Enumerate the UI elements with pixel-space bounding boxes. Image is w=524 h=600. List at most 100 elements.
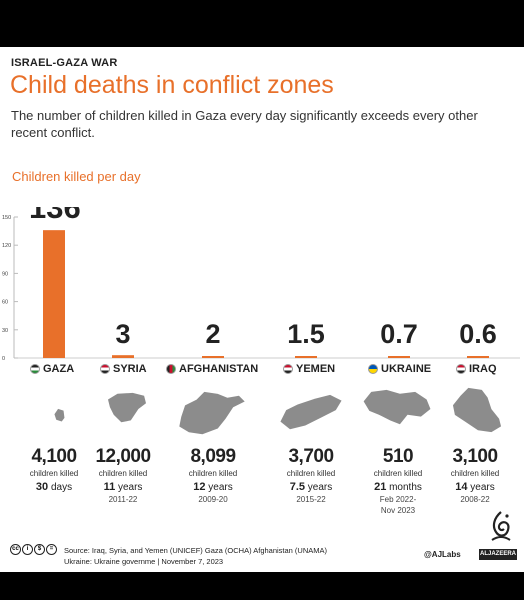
iraq-map-shape-path (452, 387, 502, 433)
chart-title: Children killed per day (12, 169, 141, 184)
country-name: YEMEN (296, 363, 336, 375)
syria-flag-icon (100, 364, 110, 374)
conflict-years: 2009-20 (198, 495, 228, 504)
creative-commons-icon: cc i $ = (10, 544, 57, 555)
conflict-duration: 14 years (430, 481, 520, 494)
country-stat-ukraine: 510 children killed 21 months Feb 2022- Nov … (353, 446, 443, 516)
bar-chart: 0 30 60 90 120 150 136 3 2 1.5 0.7 0.6 (2, 207, 520, 362)
country-name: AFGHANISTAN (179, 363, 259, 375)
country-label-iraq: IRAQ (456, 363, 497, 375)
bar-syria (112, 355, 134, 358)
country-label-afghanistan: AFGHANISTAN (166, 363, 258, 375)
duration-unit: months (386, 482, 422, 493)
bar-iraq (467, 356, 489, 358)
country-label-yemen: YEMEN (283, 363, 335, 375)
yemen-flag-icon (283, 364, 293, 374)
children-killed-label: children killed (450, 469, 500, 478)
conflict-duration: 21 months (353, 481, 443, 494)
ukraine-map-shape-path (363, 389, 431, 425)
duration-number: 12 (193, 481, 206, 493)
country-name: IRAQ (469, 363, 497, 375)
duration-number: 21 (374, 481, 387, 493)
ukraine-flag-icon (368, 364, 378, 374)
gaza-map-shape (54, 408, 65, 422)
syria-map-shape (108, 392, 146, 423)
duration-number: 11 (103, 481, 116, 493)
country-stat-iraq: 3,100 children killed 14 years 2008-22 (430, 446, 520, 505)
duration-unit: years (305, 482, 333, 493)
bar-ukraine (388, 356, 410, 358)
conflict-years: 2011-22 (108, 495, 138, 504)
conflict-duration: 12 years (168, 481, 258, 494)
al-jazeera-logo-icon (491, 511, 511, 541)
country-label-row: GAZA SYRIA AFGHANISTAN YEMEN UKRAINE IRAQ (0, 363, 524, 381)
country-stat-afghanistan: 8,099 children killed 12 years 2009-20 (168, 446, 258, 505)
page-title: Child deaths in conflict zones (10, 71, 334, 99)
conflict-years: 2015-22 (296, 495, 326, 504)
duration-unit: days (48, 482, 73, 493)
bar-afghanistan (202, 356, 224, 358)
y-tick-label-4: 120 (2, 243, 11, 249)
afghanistan-map-shape-path (179, 391, 245, 435)
ajlabs-handle: @AJLabs (424, 550, 461, 559)
children-killed-label: children killed (29, 469, 79, 478)
children-killed-total: 510 (382, 446, 414, 467)
data-label-yemen: 1.5 (287, 319, 325, 349)
y-tick-label-3: 90 (2, 271, 8, 277)
duration-number: 30 (35, 481, 49, 493)
y-tick-label-0: 0 (2, 356, 5, 362)
children-killed-label: children killed (286, 469, 336, 478)
bar-gaza (43, 230, 65, 358)
children-killed-total: 3,100 (452, 446, 498, 467)
data-label-syria: 3 (115, 319, 130, 349)
children-killed-label: children killed (188, 469, 238, 478)
country-stat-syria: 12,000 children killed 11 years 2011-22 (78, 446, 168, 505)
data-label-afghanistan: 2 (205, 319, 220, 349)
y-tick-label-1: 30 (2, 328, 8, 334)
conflict-duration: 30 days (9, 481, 99, 494)
children-killed-total: 12,000 (95, 446, 151, 467)
country-name: UKRAINE (381, 363, 432, 375)
data-label-gaza: 136 (29, 207, 81, 225)
duration-number: 7.5 (289, 481, 306, 493)
subtitle: The number of children killed in Gaza ev… (11, 108, 478, 140)
children-killed-total: 3,700 (288, 446, 334, 467)
source-line-1: Source: Iraq, Syria, and Yemen (UNICEF) … (64, 546, 328, 555)
afghanistan-map-shape (179, 391, 245, 435)
duration-unit: years (467, 482, 495, 493)
footer: cc i $ = Source: Iraq, Syria, and Yemen (UN… (0, 511, 524, 572)
source-note: Source: Iraq, Syria, and Yemen (UNICEF) … (64, 545, 327, 567)
country-label-syria: SYRIA (100, 363, 147, 375)
syria-map-shape-path (108, 392, 146, 423)
yemen-map-shape-path (280, 394, 342, 430)
conflict-duration: 11 years (78, 481, 168, 494)
data-label-iraq: 0.6 (459, 319, 497, 349)
y-tick-label-2: 60 (2, 300, 8, 306)
conflict-duration: 7.5 years (266, 481, 356, 494)
children-killed-label: children killed (373, 469, 423, 478)
children-killed-total: 4,100 (31, 446, 77, 467)
duration-unit: years (115, 482, 143, 493)
country-name: SYRIA (113, 363, 147, 375)
conflict-years: 2008-22 (460, 495, 490, 504)
children-killed-label: children killed (98, 469, 148, 478)
palestine-flag-icon (30, 364, 40, 374)
infographic-canvas: ISRAEL-GAZA WAR Child deaths in conflict… (0, 47, 524, 572)
country-label-ukraine: UKRAINE (368, 363, 431, 375)
bar-yemen (295, 356, 317, 358)
y-tick-label-5: 150 (2, 215, 11, 221)
kicker: ISRAEL-GAZA WAR (11, 57, 118, 69)
iraq-map-shape (452, 387, 502, 433)
children-killed-total: 8,099 (190, 446, 236, 467)
country-stat-gaza: 4,100 children killed 30 days (9, 446, 99, 494)
afghanistan-flag-icon (166, 364, 176, 374)
country-stat-yemen: 3,700 children killed 7.5 years 2015-22 (266, 446, 356, 505)
yemen-map-shape (280, 394, 342, 430)
conflict-years-line-2: Nov 2023 (380, 506, 416, 515)
ukraine-map-shape (363, 389, 431, 425)
duration-number: 14 (455, 481, 468, 493)
duration-unit: years (205, 482, 233, 493)
source-line-2: Ukraine: Ukraine governme | November 7, … (64, 557, 224, 566)
country-name: GAZA (43, 363, 75, 375)
conflict-years: Feb 2022- (379, 495, 417, 504)
